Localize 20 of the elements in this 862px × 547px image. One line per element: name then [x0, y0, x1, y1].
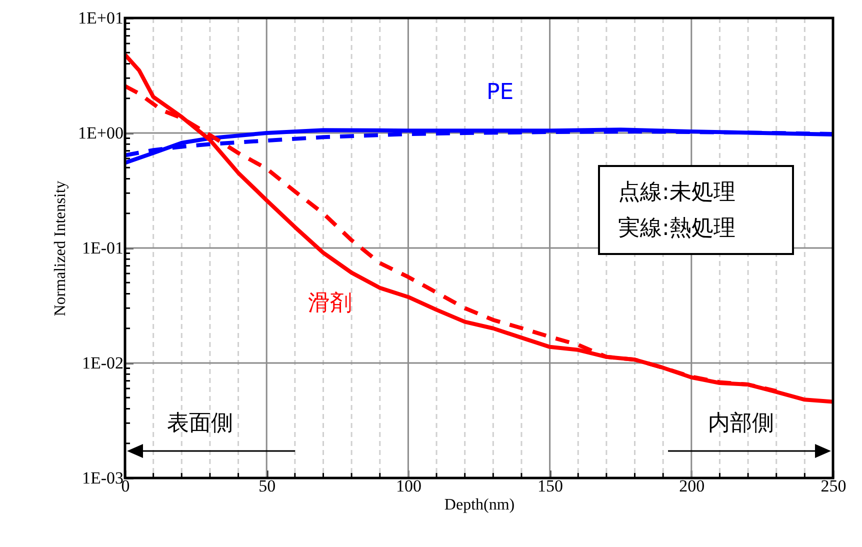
- annotation: PE: [486, 80, 514, 104]
- x-tick-label: 100: [396, 476, 422, 496]
- y-tick-label: 1E+00: [78, 124, 124, 142]
- annotation: 滑剤: [308, 290, 352, 318]
- line-series: [125, 52, 833, 404]
- annotation: 実線:熱処理: [618, 215, 736, 243]
- annotation: 点線:未処理: [618, 179, 736, 207]
- annotation: 内部側: [708, 410, 774, 438]
- x-tick-label: 200: [679, 476, 705, 496]
- x-tick-label: 250: [820, 476, 846, 496]
- y-axis-title: Normalized Intensity: [52, 180, 70, 316]
- x-tick-label: 150: [538, 476, 564, 496]
- y-tick-label: 1E-02: [82, 354, 124, 372]
- y-tick-label: 1E-01: [82, 238, 124, 258]
- annotation: 表面側: [167, 410, 233, 438]
- y-tick-label: 1E+01: [78, 8, 124, 28]
- x-axis-title: Depth(nm): [444, 496, 515, 514]
- text-box: 点線:未処理 実線:熱処理: [598, 165, 794, 255]
- x-tick-label: 50: [258, 476, 276, 496]
- y-tick-label: 1E-03: [82, 468, 124, 488]
